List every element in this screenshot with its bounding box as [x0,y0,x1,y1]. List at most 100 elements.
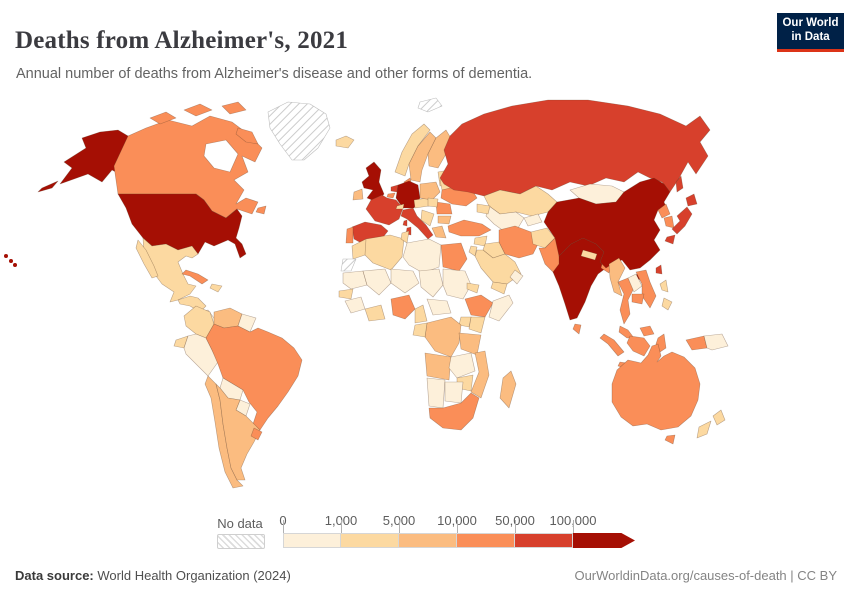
country-madagascar[interactable] [499,370,517,409]
country-cameroon[interactable] [414,304,428,324]
country-western-sahara[interactable] [340,258,357,272]
country-hungary[interactable] [427,197,439,208]
country-eritrea[interactable] [466,282,480,294]
country-west-papua[interactable] [685,335,708,351]
legend-bin-4[interactable] [515,533,573,548]
country-ivory-coast-ghana[interactable] [364,304,386,322]
country-russia[interactable] [439,99,711,197]
no-data-swatch[interactable] [217,534,265,549]
country-australia[interactable] [611,343,701,431]
country-balkans[interactable] [420,209,435,227]
country-canada-arctic-3[interactable] [221,101,247,115]
country-united-kingdom[interactable] [361,161,385,203]
country-new-zealand-south[interactable] [696,420,712,439]
country-mauritania[interactable] [342,270,368,290]
country-nigeria[interactable] [390,294,416,320]
country-kyrgyzstan-tajikistan[interactable] [523,213,543,227]
country-vietnam[interactable] [635,269,657,309]
country-sudan[interactable] [442,268,472,300]
legend-bin-2[interactable] [399,533,457,548]
country-turkey[interactable] [447,219,492,237]
country-tanzania[interactable] [458,332,482,356]
country-guinea[interactable] [344,296,366,314]
country-uganda[interactable] [458,316,472,328]
country-borneo[interactable] [626,335,651,357]
country-japan-hokkaido[interactable] [685,193,698,207]
country-new-zealand-north[interactable] [712,409,726,426]
country-canada-arctic-2[interactable] [183,103,213,117]
country-senegal[interactable] [338,288,354,300]
country-norway[interactable] [394,123,431,177]
legend-bin-3[interactable] [457,533,515,548]
country-caucasus[interactable] [476,203,491,215]
country-sakhalin[interactable] [675,175,684,193]
country-ireland[interactable] [352,188,364,201]
country-poland[interactable] [419,181,441,201]
country-yemen[interactable] [490,281,508,295]
country-hawaii-2[interactable] [9,259,13,263]
country-egypt[interactable] [440,242,468,272]
country-myanmar[interactable] [608,257,626,297]
country-germany[interactable] [395,180,421,209]
legend-bin-0[interactable] [283,533,341,548]
country-mali[interactable] [362,268,392,296]
country-sumatra[interactable] [599,333,625,357]
country-cuba[interactable] [181,269,209,285]
country-gabon-congo[interactable] [412,322,428,338]
country-uruguay[interactable] [250,427,263,441]
legend-bin-5[interactable] [573,533,635,548]
country-philippines-luzon[interactable] [659,279,669,293]
country-malaysia-borneo[interactable] [639,325,655,337]
country-italy[interactable] [400,207,434,240]
country-greece[interactable] [431,225,447,239]
country-hawaii-3[interactable] [13,263,17,267]
country-iceland[interactable] [335,135,355,149]
country-baja[interactable] [135,239,159,279]
credit-link[interactable]: OurWorldinData.org/causes-of-death | CC … [574,568,837,583]
country-niger[interactable] [390,268,420,294]
country-mozambique[interactable] [470,350,490,399]
country-papua-new-guinea[interactable] [703,333,729,351]
country-baffin[interactable] [235,127,259,145]
country-venezuela[interactable] [213,307,243,329]
country-japan-honshu[interactable] [671,206,693,235]
owid-logo[interactable]: Our World in Data [777,13,844,52]
country-hawaii-1[interactable] [4,254,8,258]
country-north-korea[interactable] [657,203,671,219]
country-svalbard[interactable] [417,97,443,113]
country-south-korea[interactable] [663,215,675,229]
country-corsica[interactable] [402,219,408,227]
country-dr-congo[interactable] [424,316,462,358]
country-japan-kyushu[interactable] [664,234,676,245]
country-namibia[interactable] [426,377,446,409]
country-austria-czechia[interactable] [413,197,430,209]
country-taiwan[interactable] [655,264,663,275]
country-china[interactable] [543,177,671,271]
country-canada-arctic-1[interactable] [149,111,177,125]
country-nepal[interactable] [580,249,598,261]
country-kenya[interactable] [468,316,486,334]
country-saudi-arabia[interactable] [474,249,522,285]
country-mexico[interactable] [142,237,199,303]
country-chad[interactable] [418,268,444,298]
country-switzerland[interactable] [395,203,405,210]
country-ethiopia[interactable] [464,294,494,318]
country-tasmania[interactable] [664,434,676,445]
country-central-african-republic[interactable] [426,298,452,316]
country-angola[interactable] [424,352,452,381]
country-argentina[interactable] [215,383,261,481]
country-romania[interactable] [435,201,453,215]
country-cambodia[interactable] [631,293,645,305]
country-greenland[interactable] [267,101,331,161]
legend-bin-1[interactable] [341,533,399,548]
country-algeria[interactable] [364,234,405,271]
country-newfoundland[interactable] [255,205,267,215]
country-hispaniola[interactable] [209,283,223,293]
country-oman[interactable] [509,269,524,285]
country-iran[interactable] [498,225,540,259]
country-portugal[interactable] [345,226,354,244]
country-zambia[interactable] [448,352,476,379]
country-bulgaria[interactable] [437,215,452,225]
country-somalia[interactable] [488,294,514,322]
country-aleutians[interactable] [37,180,59,193]
